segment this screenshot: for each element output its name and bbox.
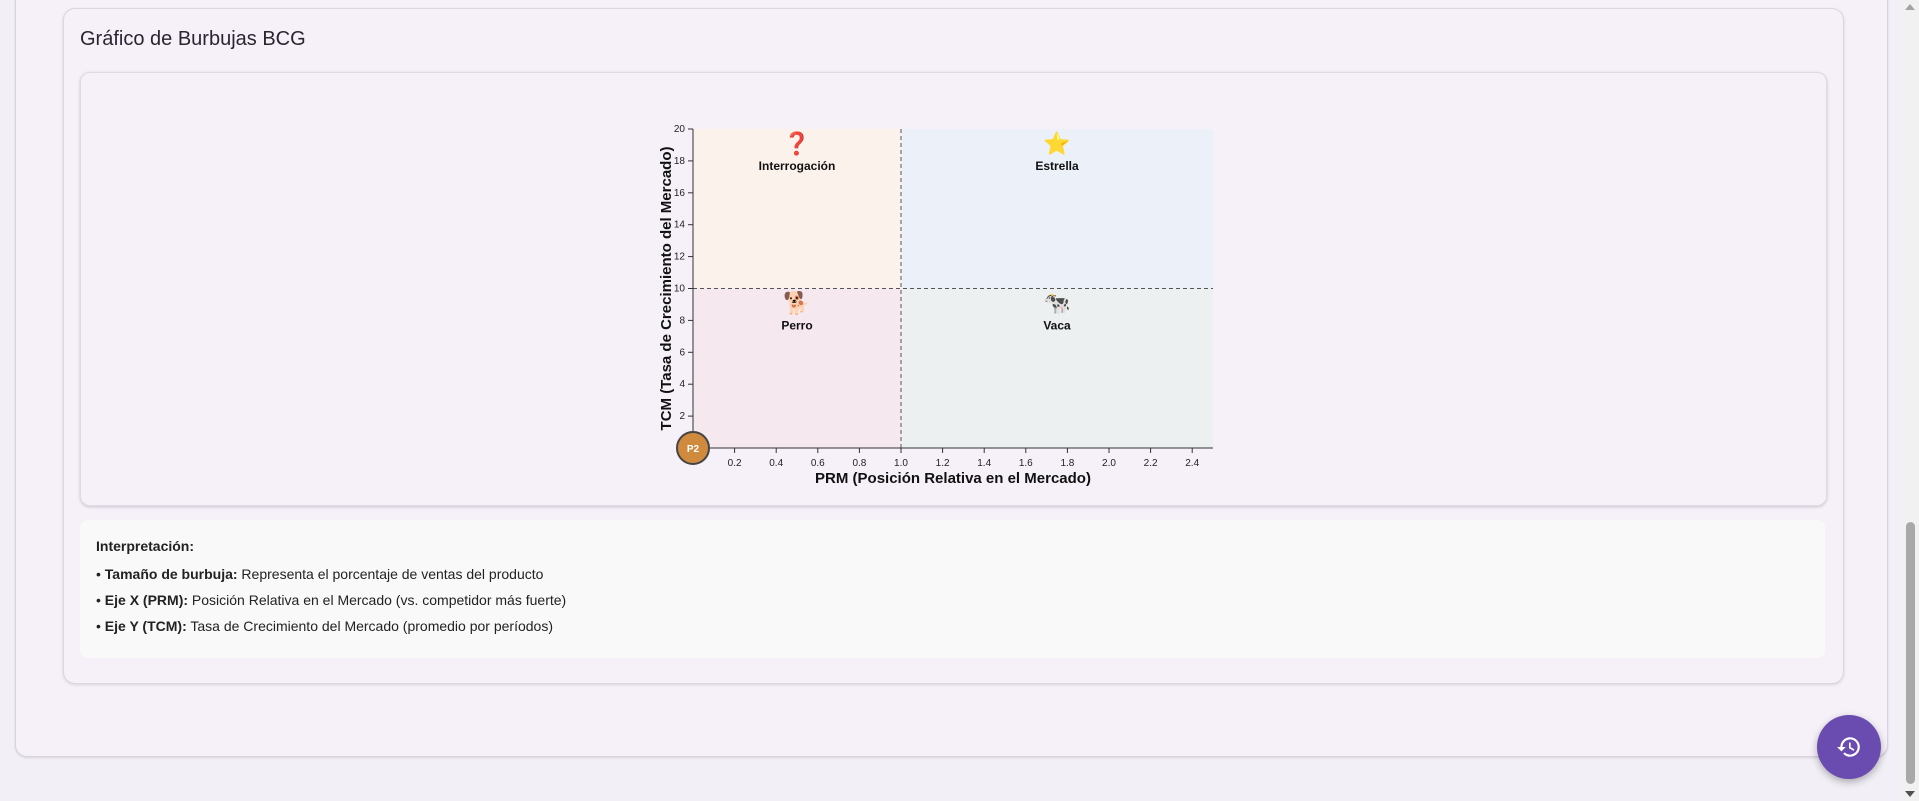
question-mark-icon: ❓: [783, 131, 810, 156]
x-tick-label: 1.4: [977, 458, 991, 469]
section-title: Gráfico de Burbujas BCG: [80, 28, 306, 50]
interpretation-panel: Interpretación: • Tamaño de burbuja: Rep…: [80, 520, 1825, 658]
x-tick-label: 0.4: [769, 458, 783, 469]
x-tick-label: 0.2: [728, 458, 742, 469]
y-tick-label: 6: [679, 347, 685, 358]
scroll-down-arrow[interactable]: [1905, 791, 1915, 797]
interpretation-text: Tasa de Crecimiento del Mercado (promedi…: [186, 618, 553, 634]
interpretation-title: Interpretación:: [96, 538, 195, 554]
y-tick-label: 16: [674, 188, 686, 199]
dog-icon: 🐕: [783, 290, 810, 315]
y-tick-label: 18: [674, 156, 686, 167]
interpretation-item-x-axis: • Eje X (PRM): Posición Relativa en el M…: [96, 592, 1809, 608]
x-tick-label: 0.8: [852, 458, 866, 469]
x-tick-label: 1.0: [894, 458, 908, 469]
interpretation-item-y-axis: • Eje Y (TCM): Tasa de Crecimiento del M…: [96, 618, 1809, 634]
y-tick-label: 20: [674, 124, 686, 135]
y-tick-label: 2: [679, 411, 685, 422]
bubble-label: P2: [687, 444, 700, 455]
interpretation-item-bubble-size: • Tamaño de burbuja: Representa el porce…: [96, 566, 1809, 582]
x-tick-label: 2.0: [1102, 458, 1116, 469]
bubble-p2: [676, 431, 710, 465]
x-tick-label: 0.6: [811, 458, 825, 469]
y-tick-label: 10: [674, 284, 686, 295]
quadrant-label: Estrella: [1035, 159, 1079, 173]
bullet: •: [96, 618, 105, 634]
x-tick-label: 2.2: [1144, 458, 1158, 469]
y-tick-label: 12: [674, 252, 686, 263]
interpretation-term: Tamaño de burbuja:: [104, 566, 238, 582]
x-tick-label: 2.4: [1185, 458, 1199, 469]
history-icon: [1837, 737, 1860, 757]
interpretation-text: Posición Relativa en el Mercado (vs. com…: [188, 592, 567, 608]
quadrant-3: [693, 288, 901, 448]
bullet: •: [96, 566, 105, 582]
x-axis-title: PRM (Posición Relativa en el Mercado): [815, 470, 1091, 487]
history-button[interactable]: [1817, 715, 1881, 779]
x-tick-label: 1.2: [936, 458, 950, 469]
interpretation-term: Eje Y (TCM):: [104, 618, 187, 634]
scroll-up-arrow[interactable]: [1905, 4, 1915, 10]
quadrant-label: Vaca: [1043, 319, 1071, 333]
y-tick-label: 4: [679, 379, 685, 390]
y-tick-label: 14: [674, 220, 686, 231]
scrollbar-thumb[interactable]: [1906, 522, 1915, 784]
bcg-bubble-chart: ❓ Interrogación ⭐ Estrella 🐕 Perro 🐄 Vaca 0.2 0.4…: [658, 124, 1213, 487]
y-tick-label: 8: [679, 315, 685, 326]
quadrant-4: [901, 288, 1213, 448]
interpretation-term: Eje X (PRM):: [104, 592, 189, 608]
quadrant-label: Perro: [781, 319, 812, 333]
cow-icon: 🐄: [1043, 290, 1070, 315]
bullet: •: [96, 592, 105, 608]
quadrant-1: [693, 129, 901, 289]
star-icon: ⭐: [1043, 131, 1070, 156]
y-axis-title: TCM (Tasa de Crecimiento del Mercado): [658, 147, 675, 431]
interpretation-text: Representa el porcentaje de ventas del p…: [237, 566, 544, 582]
quadrant-label: Interrogación: [759, 159, 836, 173]
x-tick-label: 1.6: [1019, 458, 1033, 469]
quadrant-2: [901, 129, 1213, 289]
x-tick-label: 1.8: [1060, 458, 1074, 469]
